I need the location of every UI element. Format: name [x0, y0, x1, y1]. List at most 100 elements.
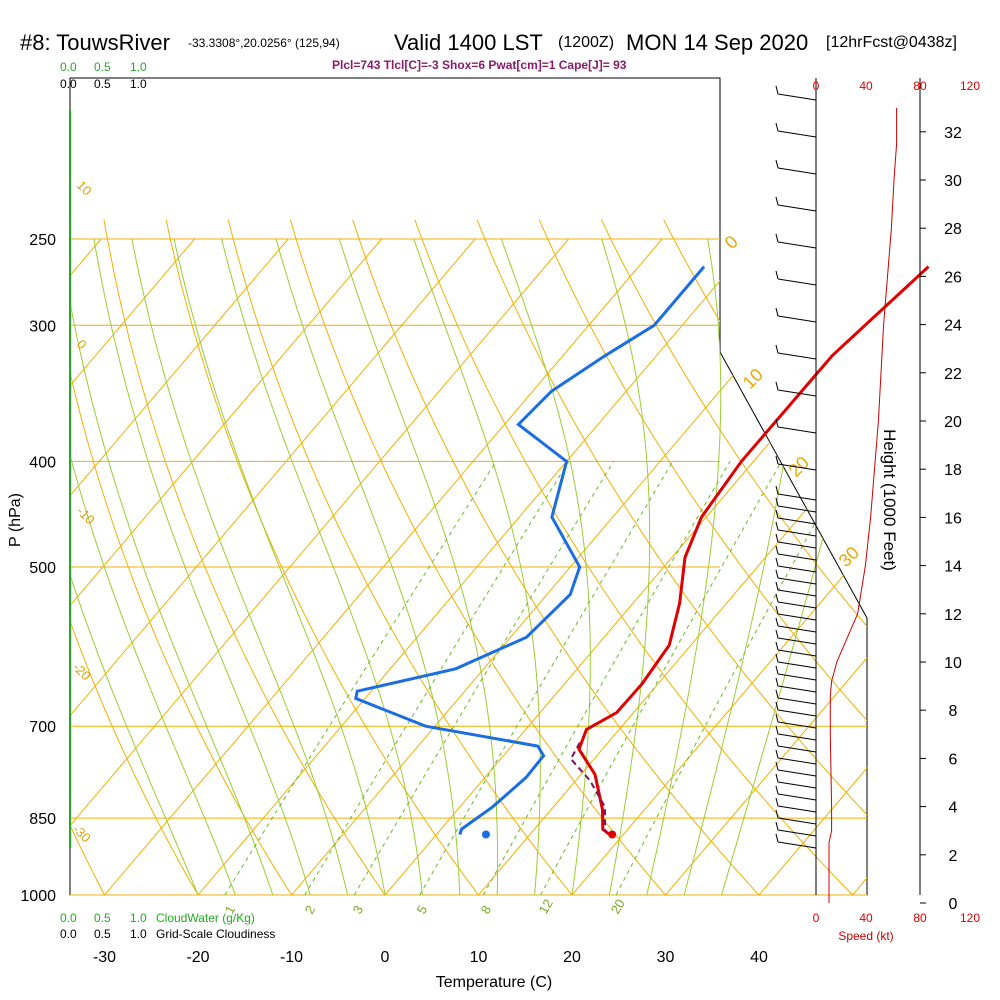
temperature-tick-label: -10 [280, 949, 303, 966]
cloud-scale-bottom-black-1: 0.5 [94, 927, 111, 941]
wind-barb-feather [775, 521, 779, 531]
moist-adiabat-line [173, 238, 386, 895]
wind-barb [777, 805, 817, 813]
dry-adiabat-line [0, 220, 22, 918]
temperature-tick-label: 40 [750, 949, 768, 966]
dry-adiabat-label: 0 [74, 337, 90, 353]
wind-barb-feather [775, 159, 779, 169]
wind-barb-feather [775, 509, 779, 519]
wind-barb-feather [775, 833, 779, 843]
isotherm-line [852, 238, 867, 895]
wind-barb [777, 278, 817, 286]
dry-adiabat-line [227, 219, 592, 895]
pressure-tick-label: 300 [29, 318, 56, 335]
cloud-scale-bottom-green-2: 1.0 [130, 911, 147, 925]
isotherm-line [478, 238, 867, 895]
wind-barb [777, 493, 817, 501]
temperature-ticks: -30 -20 -10 0 10 20 30 40 [93, 949, 768, 966]
wind-barb [777, 93, 817, 101]
wind-barb [777, 661, 817, 669]
valid-time: Valid 1400 LST [394, 30, 543, 55]
height-tick-label: 32 [944, 125, 962, 142]
height-tick-label: 20 [944, 414, 962, 431]
temperature-tick-label: -20 [186, 949, 209, 966]
speed-tick-top: 0 [813, 79, 820, 93]
isotherm-line [70, 238, 382, 895]
mixing-ratio-lines [224, 461, 850, 895]
pressure-tick-label: 700 [29, 719, 56, 736]
cloud-scale-top-black-1: 0.5 [94, 77, 111, 91]
height-tick-label: 22 [944, 366, 962, 383]
temperature-tick-label: 20 [563, 949, 581, 966]
speed-tick-top: 80 [913, 79, 927, 93]
mixing-ratio-line [419, 461, 674, 895]
wind-barb-feather [775, 581, 779, 591]
cloud-scale-top-green-1: 0.5 [94, 60, 111, 74]
isotherm-line [70, 238, 476, 895]
wind-barb [777, 463, 817, 471]
surface-dewpoint-dot [481, 830, 490, 839]
wind-barb-feather [775, 344, 779, 354]
mixing-ratio-label: 20 [608, 896, 628, 916]
moist-adiabat-line [601, 238, 651, 895]
isobars [70, 238, 867, 896]
wind-barb-feather [775, 653, 779, 663]
pressure-ticks: 250 300 400 500 700 850 1000 [20, 232, 56, 905]
moist-adiabat-line [721, 238, 867, 895]
height-axis-title: Height (1000 Feet) [880, 429, 899, 571]
wind-barb [777, 553, 817, 561]
temperature-tick-label: 0 [381, 949, 390, 966]
parcel-line [569, 742, 607, 832]
moist-adiabat-line [338, 238, 499, 895]
wind-barb-feather [775, 455, 779, 465]
wind-barb-feather [775, 749, 779, 759]
dry-adiabat-line [414, 219, 867, 895]
wind-barb-feather [775, 545, 779, 555]
mixing-ratio-line [540, 461, 782, 895]
x-axis-title: Temperature (C) [436, 974, 552, 991]
mixing-ratio-label: 3 [350, 903, 367, 917]
wind-barb [777, 637, 817, 645]
wind-barb [777, 565, 817, 573]
dry-adiabat-line [289, 219, 687, 895]
wind-barbs [775, 85, 817, 849]
wind-barb-feather [775, 605, 779, 615]
speed-tick-bottom: 80 [913, 911, 927, 925]
sounding-series [354, 265, 930, 839]
wind-barb-feather [775, 629, 779, 639]
wind-barb [777, 733, 817, 741]
isotherm-line [104, 238, 663, 895]
wind-barb [777, 517, 817, 525]
wind-barb [777, 577, 817, 585]
height-tick-label: 30 [944, 173, 962, 190]
mixing-ratio-label: 2 [302, 903, 319, 917]
wind-barb [777, 625, 817, 633]
cloud-scale-bottom-black-2: 1.0 [130, 927, 147, 941]
speed-axis-title: Speed (kt) [838, 929, 893, 943]
wind-barb [777, 601, 817, 609]
station-title: #8: TouwsRiver [20, 30, 170, 55]
wind-barb-feather [775, 418, 779, 428]
dry-adiabat-line [600, 219, 867, 895]
wind-barb-feather [775, 557, 779, 567]
cloud-scale-top-black-0: 0.0 [60, 77, 77, 91]
height-tick-label: 26 [944, 269, 962, 286]
dry-adiabat-line [70, 219, 118, 895]
speed-tick-bottom: 40 [859, 911, 873, 925]
pressure-tick-label: 250 [29, 232, 56, 249]
dewpoint-line [354, 265, 706, 835]
moist-adiabat-label: 0 [721, 232, 742, 253]
wind-barb-feather [775, 725, 779, 735]
wind-barb-feather [775, 773, 779, 783]
mixing-ratio-line [353, 461, 614, 895]
wind-barb [777, 167, 817, 175]
mixing-ratio-label: 8 [478, 903, 495, 917]
dry-adiabat-line [538, 219, 867, 895]
speed-tick-bottom: 120 [960, 911, 980, 925]
wind-barb-feather [775, 701, 779, 711]
isotherm-line [665, 238, 867, 895]
moist-adiabat-line [413, 238, 541, 895]
height-tick-label: 6 [949, 751, 958, 768]
